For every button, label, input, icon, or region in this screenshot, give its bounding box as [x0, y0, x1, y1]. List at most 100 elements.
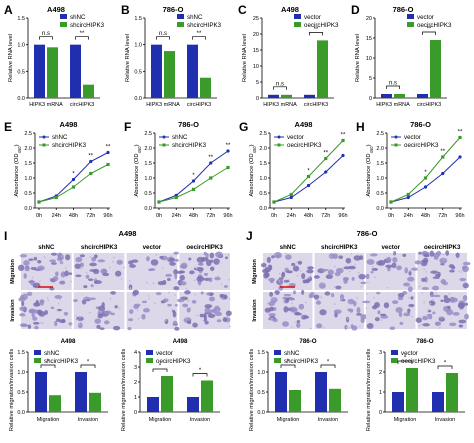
- cell-blob: [56, 308, 63, 312]
- cell-blob: [28, 308, 37, 314]
- cell-blob: [215, 251, 223, 258]
- cell-blob: [88, 297, 96, 301]
- cell-blob: [410, 296, 414, 300]
- pore-dot: [285, 252, 287, 255]
- pore-dot: [411, 315, 413, 318]
- pore-dot: [84, 297, 86, 300]
- cell-blob: [79, 254, 85, 258]
- cell-blob: [392, 251, 397, 256]
- cell-blob: [301, 289, 305, 295]
- bar: [304, 94, 315, 98]
- data-point: [37, 200, 41, 204]
- cell-blob: [391, 300, 399, 305]
- panel-letter: J: [246, 229, 253, 243]
- column-label: shcircHIPK3: [321, 244, 358, 251]
- cell-blob: [56, 257, 63, 262]
- legend-label: vector: [417, 14, 434, 21]
- cell-blob: [360, 314, 368, 320]
- cell-blob: [288, 297, 296, 301]
- cell-blob: [65, 254, 71, 261]
- x-tick-label: 0h: [388, 213, 394, 219]
- panel-title: A498: [60, 120, 78, 129]
- y-tick-label: 2.0: [259, 146, 267, 152]
- legend-label: shcircHIPK3: [44, 358, 79, 365]
- x-tick-label: Migration: [277, 417, 300, 423]
- cell-blob: [278, 285, 284, 291]
- cell-blob: [57, 252, 63, 258]
- significance-bracket: [80, 364, 96, 368]
- cell-blob: [343, 266, 351, 270]
- cell-blob: [286, 270, 293, 274]
- cell-blob: [410, 267, 419, 271]
- column-label: vector: [381, 244, 400, 251]
- data-point: [441, 171, 445, 176]
- cell-blob: [292, 265, 300, 272]
- cell-blob: [458, 324, 464, 328]
- cell-blob: [408, 303, 415, 308]
- y-tick-label: 0: [256, 96, 259, 102]
- data-point: [209, 161, 213, 165]
- y-tick-label: 0.5: [24, 191, 32, 197]
- panel-title: A498: [173, 338, 188, 345]
- significance-bracket: [386, 85, 400, 89]
- cell-blob: [423, 253, 430, 258]
- cell-blob: [128, 260, 134, 265]
- cell-blob: [195, 267, 204, 272]
- y-tick-label: 2.5: [259, 131, 267, 137]
- x-tick-label: 96h: [455, 213, 464, 219]
- legend-swatch: [274, 358, 281, 363]
- significance-bracket: [422, 31, 436, 35]
- pore-dot: [221, 252, 224, 255]
- pore-dot: [278, 280, 280, 282]
- cell-blob: [320, 268, 329, 272]
- cell-blob: [100, 268, 108, 274]
- cell-blob: [422, 315, 429, 321]
- y-tick-label: 0: [369, 96, 372, 102]
- cell-blob: [54, 320, 58, 327]
- pore-dot: [408, 270, 411, 272]
- panel-letter: E: [4, 120, 12, 134]
- bar: [268, 94, 279, 98]
- cell-blob: [223, 285, 228, 288]
- y-tick-label: 4: [134, 350, 137, 356]
- data-point: [106, 150, 110, 155]
- data-point: [106, 162, 110, 167]
- data-point: [89, 159, 93, 164]
- cell-blob: [313, 294, 320, 300]
- cell-blob: [418, 251, 422, 255]
- pore-dot: [196, 314, 198, 317]
- data-point: [157, 200, 161, 204]
- y-tick-label: 1.0: [376, 176, 384, 182]
- bar: [430, 40, 441, 98]
- cell-blob: [338, 255, 344, 260]
- pore-dot: [70, 323, 73, 326]
- x-tick-label: HIPK3 mRNA: [263, 102, 297, 108]
- cell-blob: [214, 305, 220, 311]
- panel-title: 786-O: [410, 120, 431, 129]
- cell-blob: [97, 313, 104, 319]
- cell-blob: [301, 272, 306, 280]
- cell-blob: [379, 313, 387, 317]
- cell-blob: [380, 315, 389, 319]
- pore-dot: [193, 279, 196, 282]
- cell-blob: [115, 270, 122, 277]
- data-point: [458, 135, 462, 140]
- significance-label: **: [80, 31, 85, 37]
- bar: [446, 373, 458, 412]
- bar: [75, 372, 87, 412]
- cell-blob: [356, 307, 361, 314]
- data-point: [191, 179, 196, 183]
- cell-blob: [426, 313, 433, 317]
- panel-title: 786-O: [163, 5, 184, 14]
- cell-blob: [464, 302, 469, 306]
- bar: [201, 380, 213, 412]
- cell-blob: [208, 296, 216, 302]
- legend-swatch: [146, 350, 153, 355]
- significance-label: **: [323, 151, 328, 157]
- data-point: [289, 192, 293, 197]
- pore-dot: [187, 299, 189, 302]
- cell-blob: [110, 291, 117, 295]
- pore-dot: [64, 267, 67, 269]
- legend-label: oecircHIPK3: [401, 358, 436, 365]
- cell-blob: [433, 294, 441, 298]
